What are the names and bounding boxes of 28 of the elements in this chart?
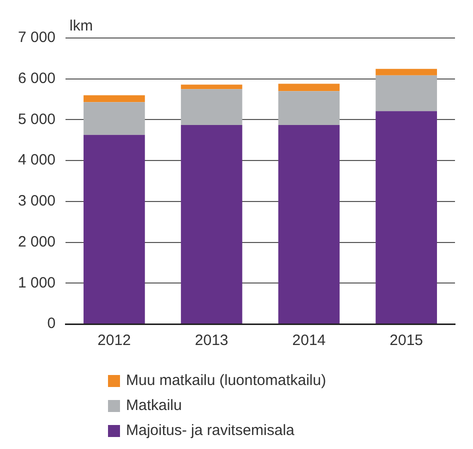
y-tick-label: 2 000: [18, 233, 56, 250]
x-tick-label: 2014: [292, 332, 326, 350]
bar: [180, 89, 242, 126]
bar: [376, 68, 437, 76]
y-axis-title: lkm: [70, 18, 93, 35]
x-tick-label: 2013: [194, 332, 228, 350]
bar: [376, 111, 437, 324]
y-tick-label: 1 000: [18, 274, 56, 292]
bar: [278, 84, 340, 92]
bar: [84, 134, 145, 324]
x-tick-label: 2012: [98, 332, 131, 350]
y-tick-label: 7 000: [18, 29, 56, 46]
bar: [376, 75, 437, 112]
bar: [180, 84, 242, 90]
y-tick-label: 4 000: [18, 152, 56, 169]
y-tick-label: 6 000: [18, 70, 56, 87]
y-tick-label: 0: [47, 315, 56, 332]
bar: [278, 125, 340, 324]
legend-label: Muu matkailu (luontomatkailu): [126, 372, 326, 389]
bar: [278, 91, 340, 126]
legend-label: Majoitus- ja ravitsemisala: [126, 422, 294, 439]
bar: [84, 102, 145, 135]
x-tick-label: 2015: [390, 332, 424, 350]
bar: [84, 95, 145, 102]
bar: [180, 125, 242, 324]
legend-label: Matkailu: [126, 397, 182, 414]
y-tick-label: 5 000: [18, 110, 56, 128]
y-tick-label: 3 000: [18, 192, 56, 210]
